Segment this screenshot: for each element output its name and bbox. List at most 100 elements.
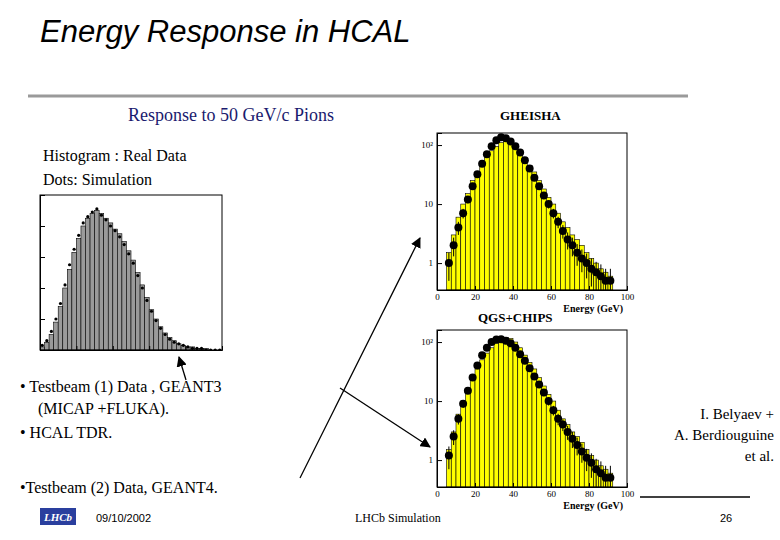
sim-point xyxy=(118,235,121,238)
x-axis-title: Energy (GeV) xyxy=(563,500,623,512)
arrow xyxy=(340,388,430,447)
histogram-bar xyxy=(45,342,50,350)
sim-point xyxy=(478,351,486,359)
histogram-bar xyxy=(527,166,532,290)
sim-point xyxy=(168,338,171,341)
sim-point xyxy=(63,283,66,286)
x-tick-mark xyxy=(551,286,552,290)
y-tick xyxy=(40,319,45,320)
y-axis: 11010² xyxy=(421,331,442,488)
histogram-bar xyxy=(90,214,95,350)
footer-rule xyxy=(640,496,750,498)
sim-point xyxy=(545,200,553,208)
y-tick: 1 xyxy=(429,455,443,465)
histogram-bar xyxy=(494,343,499,487)
sim-point xyxy=(606,474,614,482)
histogram-bar xyxy=(72,252,77,350)
sim-point xyxy=(564,428,572,436)
sim-point xyxy=(109,224,112,227)
sim-point xyxy=(177,342,180,345)
y-tick-mark xyxy=(40,226,45,227)
sim-point xyxy=(464,195,472,203)
sim-point xyxy=(521,357,529,365)
slide-title: Energy Response in HCAL xyxy=(40,14,410,49)
bullet: • HCAL TDR. xyxy=(20,424,112,441)
sim-point xyxy=(450,433,458,441)
y-tick xyxy=(40,226,45,227)
y-tick-label: 1 xyxy=(429,455,434,465)
histogram-bar xyxy=(113,229,118,350)
histogram-bar xyxy=(76,238,81,350)
y-axis xyxy=(40,196,45,351)
sim-point xyxy=(559,227,567,235)
marks xyxy=(445,335,615,487)
histogram-bar xyxy=(532,172,537,290)
sim-point xyxy=(104,218,107,221)
y-tick: 10 xyxy=(424,199,442,209)
x-tick-mark xyxy=(113,346,114,350)
x-tick-label: 20 xyxy=(471,489,481,499)
sim-point xyxy=(469,374,477,382)
sim-point xyxy=(123,243,126,246)
x-tick: 100 xyxy=(621,483,635,499)
x-tick-label: 60 xyxy=(547,292,557,302)
x-tick-mark xyxy=(589,286,590,290)
x-tick xyxy=(113,346,114,350)
marks xyxy=(445,133,615,290)
histogram-bar xyxy=(63,288,68,350)
sim-point xyxy=(540,191,548,199)
x-tick-mark xyxy=(551,483,552,487)
chart: 02040608010011010²QGS+CHIPSEnergy (GeV) xyxy=(421,310,634,512)
logo: LHCb xyxy=(43,511,73,523)
histogram-bar xyxy=(489,348,494,487)
histogram-bar xyxy=(508,338,513,487)
sim-point xyxy=(540,388,548,396)
histogram-bar xyxy=(461,401,466,487)
x-tick xyxy=(149,346,150,350)
sim-point xyxy=(132,262,135,265)
y-tick xyxy=(40,257,45,258)
sim-point xyxy=(186,345,189,348)
histogram-bar xyxy=(145,297,150,350)
histogram-bar xyxy=(172,341,177,350)
sim-point xyxy=(535,182,543,190)
x-tick xyxy=(222,346,223,350)
sim-point xyxy=(50,330,53,333)
sim-point xyxy=(59,302,62,305)
histogram-bar xyxy=(485,353,490,487)
y-tick-mark xyxy=(437,342,442,343)
x-tick: 60 xyxy=(547,286,557,302)
sim-point xyxy=(478,160,486,168)
x-tick: 40 xyxy=(509,483,519,499)
sim-point xyxy=(145,299,148,302)
sim-point xyxy=(82,221,85,224)
x-tick-mark xyxy=(475,286,476,290)
sim-point xyxy=(73,248,76,251)
plot-background xyxy=(437,133,627,290)
sim-point xyxy=(77,234,80,237)
sim-point xyxy=(473,362,481,370)
histogram-bar xyxy=(518,151,523,290)
sim-point xyxy=(549,209,557,217)
x-tick: 20 xyxy=(471,286,481,302)
title-rule xyxy=(28,95,688,98)
legend-note: Histogram : Real Data xyxy=(43,147,187,165)
y-tick-mark xyxy=(40,319,45,320)
x-axis: 020406080100 xyxy=(435,483,635,499)
x-axis-line xyxy=(438,483,628,488)
histogram-bar xyxy=(49,335,54,351)
x-tick: 100 xyxy=(621,286,635,302)
histogram-bar xyxy=(104,218,109,350)
y-tick: 1 xyxy=(429,258,443,268)
histogram-bar xyxy=(99,214,104,350)
plot-frame xyxy=(437,133,627,290)
y-tick: 10² xyxy=(421,337,442,347)
plot-frame xyxy=(437,330,627,487)
plot-background xyxy=(437,330,627,487)
y-tick-label: 1 xyxy=(429,258,434,268)
y-tick-mark xyxy=(437,401,442,402)
histogram-bar xyxy=(108,223,113,350)
histogram-bar xyxy=(167,338,172,350)
histogram-bar xyxy=(523,355,528,487)
marks xyxy=(40,207,221,350)
